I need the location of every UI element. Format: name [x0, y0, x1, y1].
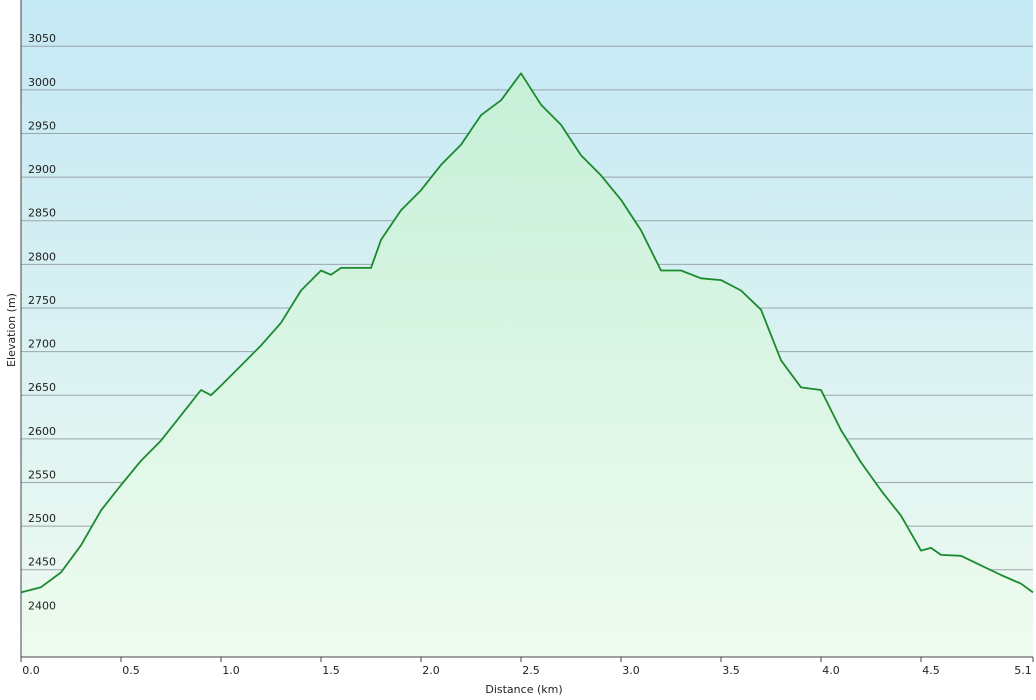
x-tick-label: 1.0 [222, 664, 240, 677]
x-tick-label: 2.5 [522, 664, 540, 677]
area-fill [21, 73, 1033, 658]
y-tick-label: 3000 [28, 76, 56, 89]
elevation-line [20, 72, 1034, 594]
y-tick-label: 2650 [28, 381, 56, 394]
y-tick-label: 2850 [28, 207, 56, 220]
y-tick-label: 2450 [28, 556, 56, 569]
x-tick-label: 2.0 [422, 664, 440, 677]
plot [20, 72, 1034, 658]
y-tick-label: 2400 [28, 599, 56, 612]
x-tick-label: 4.0 [822, 664, 840, 677]
x-tick-label: 0.0 [22, 664, 40, 677]
y-tick-label: 2500 [28, 512, 56, 525]
x-tick-label: 4.5 [922, 664, 940, 677]
y-tick-label: 3050 [28, 32, 56, 45]
x-tick-label: 3.0 [622, 664, 640, 677]
y-tick-label: 2900 [28, 163, 56, 176]
x-tick-label: 0.5 [122, 664, 140, 677]
y-tick-label: 2550 [28, 468, 56, 481]
x-tick-label: 3.5 [722, 664, 740, 677]
x-tick-label: 1.5 [322, 664, 340, 677]
y-tick-label: 2700 [28, 338, 56, 351]
y-tick-label: 2950 [28, 119, 56, 132]
y-axis-title: Elevation (m) [5, 293, 18, 367]
x-axis-title: Distance (km) [485, 683, 562, 696]
y-tick-label: 2800 [28, 250, 56, 263]
x-tick-label: 5.1 [1014, 664, 1032, 677]
y-tick-label: 2600 [28, 425, 56, 438]
y-tick-label: 2750 [28, 294, 56, 307]
